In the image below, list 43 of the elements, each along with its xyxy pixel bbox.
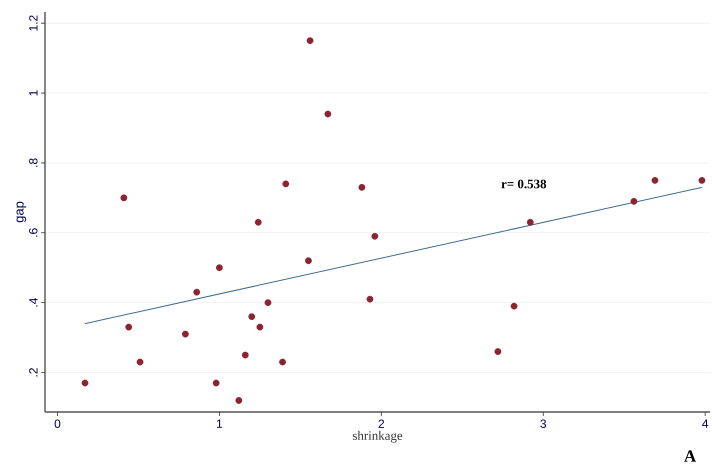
point: [630, 198, 638, 205]
point: [324, 110, 332, 118]
point: [248, 313, 256, 320]
point: [306, 37, 314, 44]
point: [358, 184, 366, 191]
point: [254, 218, 262, 226]
point: [136, 358, 144, 366]
y-tick-label: .6: [29, 228, 38, 237]
y-tick-label: .2: [29, 368, 38, 376]
point: [182, 330, 189, 338]
point: [366, 296, 374, 303]
point: [282, 180, 290, 188]
x-tick-label: 0: [54, 420, 60, 428]
point: [698, 176, 706, 184]
point: [279, 358, 286, 366]
point: [125, 324, 132, 330]
x-tick-label: 3: [540, 420, 546, 428]
y-tick-label: .4: [29, 298, 38, 307]
y-tick-label: .8: [29, 158, 38, 167]
point: [264, 299, 272, 306]
point: [652, 176, 658, 184]
annotation: r= 0.538: [501, 180, 546, 188]
point: [510, 302, 518, 310]
text: A: [684, 450, 696, 462]
point: [120, 194, 128, 202]
y-tick-label: 1.2: [29, 15, 38, 31]
x-tick-label: 1: [216, 420, 222, 428]
point: [305, 257, 312, 264]
y-tick-label: 1: [29, 90, 38, 96]
x-tick-label: 4: [702, 420, 708, 428]
point: [371, 232, 378, 240]
y-axis-title: gap: [16, 202, 26, 222]
point: [235, 397, 242, 404]
point: [82, 380, 88, 386]
point: [193, 288, 200, 296]
point: [242, 352, 249, 358]
x-axis-title: shrinkage: [352, 430, 402, 443]
x-tick-label: 2: [378, 420, 384, 428]
point: [256, 324, 264, 330]
point: [212, 380, 220, 386]
point: [216, 264, 223, 272]
point: [494, 348, 502, 355]
point: [526, 218, 534, 226]
